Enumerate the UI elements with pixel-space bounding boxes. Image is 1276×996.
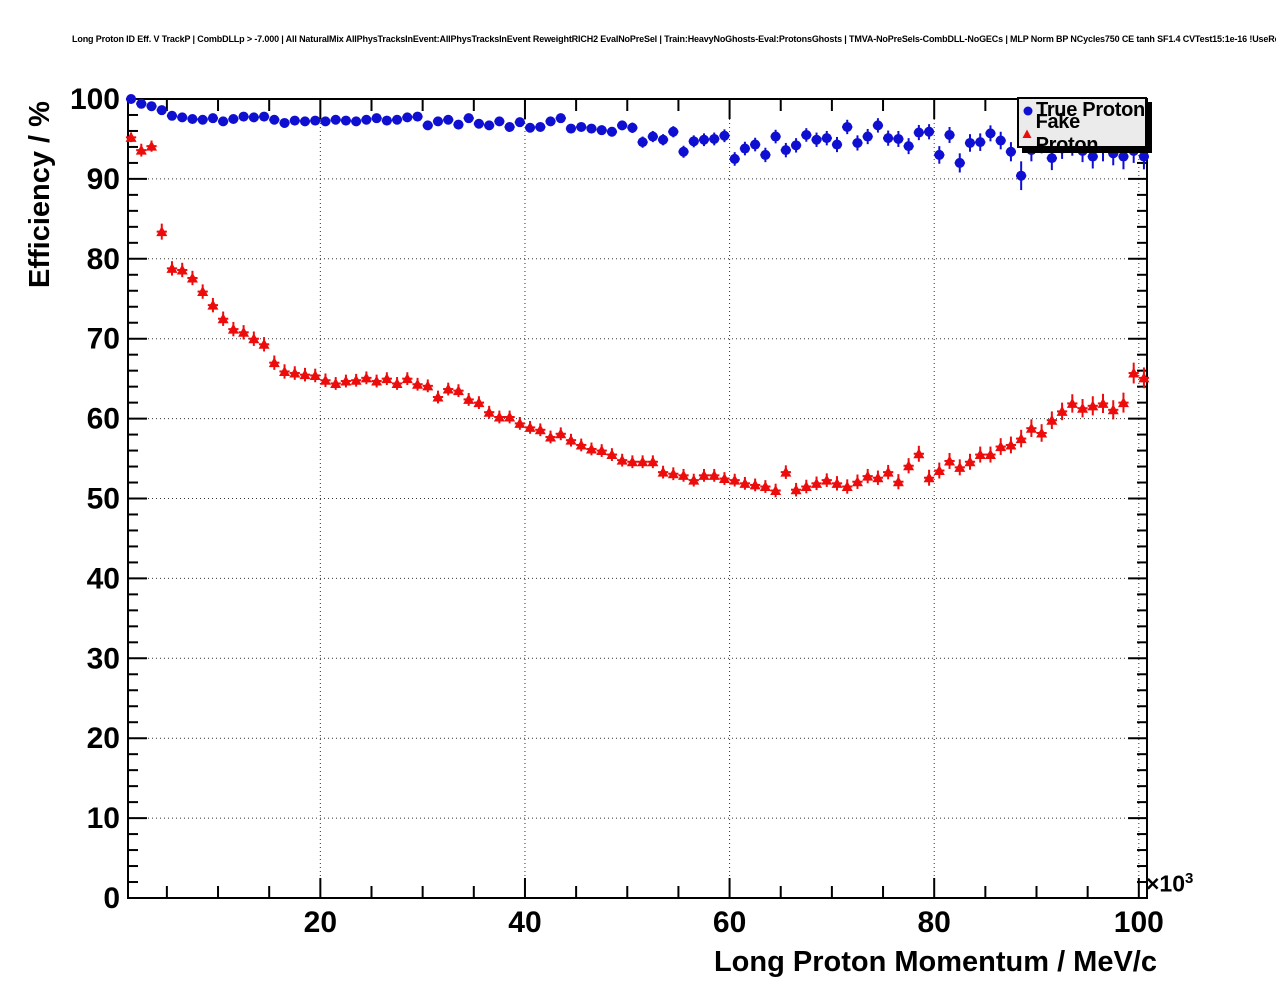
- x-tick-label: 80: [918, 906, 951, 939]
- y-tick-label: 60: [87, 403, 120, 436]
- legend-item-fake-proton: Fake Proton: [1019, 111, 1145, 156]
- y-tick-label: 50: [87, 483, 120, 516]
- tick-labels: 0 10 20 30 40 50 60 70 80 90 100 20 40 60 80 100: [70, 83, 1164, 939]
- x-tick-label: 60: [713, 906, 746, 939]
- chart-legend: True Proton Fake Proton: [1017, 97, 1147, 156]
- x-axis-multiplier: ×103: [1146, 870, 1193, 898]
- true-proton-series: [125, 94, 1150, 191]
- fake-proton-series: [125, 131, 1150, 498]
- y-tick-label: 10: [87, 802, 120, 835]
- y-axis-title: Efficiency / %: [24, 101, 56, 288]
- y-tick-label: 30: [87, 642, 120, 675]
- fake-proton-marker-icon: [1019, 128, 1036, 140]
- legend-label-true-proton: True Proton: [1036, 99, 1145, 122]
- x-multiplier-base: ×10: [1146, 870, 1186, 897]
- plot-title: Long Proton ID Eff. V TrackP | CombDLLp …: [72, 34, 1276, 44]
- y-tick-label: 100: [70, 83, 120, 116]
- y-tick-label: 70: [87, 323, 120, 356]
- y-tick-label: 90: [87, 163, 120, 196]
- legend-item-true-proton: True Proton: [1019, 99, 1145, 122]
- y-tick-label: 80: [87, 243, 120, 276]
- x-tick-label: 40: [508, 906, 541, 939]
- x-multiplier-exponent: 3: [1185, 870, 1194, 887]
- y-tick-label: 0: [103, 882, 120, 915]
- x-tick-label: 20: [304, 906, 337, 939]
- gridlines: [128, 99, 1147, 898]
- x-axis-title: Long Proton Momentum / MeV/c: [713, 946, 1157, 978]
- x-tick-label: 100: [1114, 906, 1164, 939]
- legend-label-fake-proton: Fake Proton: [1035, 111, 1099, 157]
- y-tick-label: 40: [87, 562, 120, 595]
- y-tick-label: 20: [87, 722, 120, 755]
- true-proton-marker-icon: [1019, 105, 1036, 117]
